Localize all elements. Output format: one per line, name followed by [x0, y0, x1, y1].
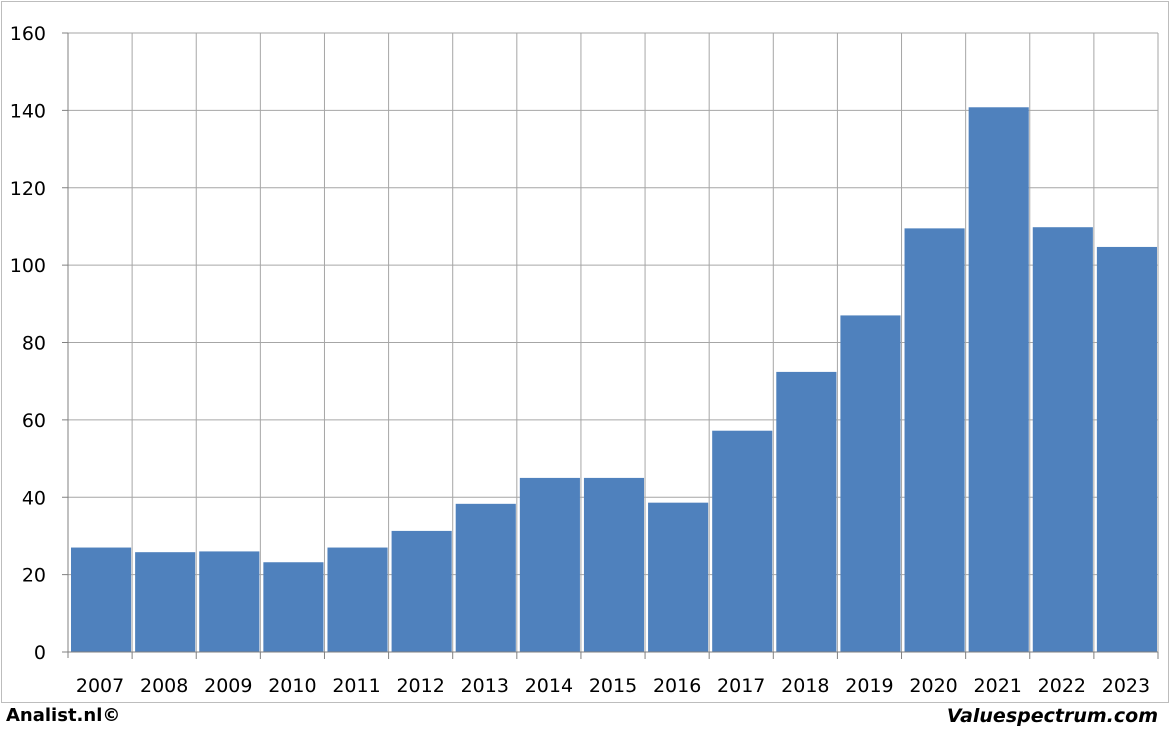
x-tick-label: 2021 [974, 675, 1022, 697]
bar-2017 [712, 430, 773, 652]
x-tick-label: 2023 [1102, 675, 1150, 697]
bar-2019 [840, 315, 901, 652]
y-tick-labels: 0 20 40 60 80 100 120 140 160 [10, 23, 46, 664]
bars [71, 107, 1157, 652]
x-tick-label: 2014 [525, 675, 573, 697]
bar-2009 [199, 551, 260, 652]
x-tick-label: 2010 [268, 675, 316, 697]
y-tick-label: 20 [22, 565, 46, 587]
bar-2022 [1032, 227, 1093, 652]
bar-2008 [135, 552, 196, 652]
bar-2021 [968, 107, 1029, 652]
bar-2012 [391, 530, 452, 652]
bar-2007 [71, 547, 132, 652]
x-tick-label: 2013 [461, 675, 509, 697]
x-tick-label: 2012 [396, 675, 444, 697]
y-tick-label: 160 [10, 23, 46, 45]
bar-2023 [1096, 246, 1157, 652]
bar-2020 [904, 228, 965, 652]
x-tick-label: 2011 [332, 675, 380, 697]
x-tick-label: 2022 [1038, 675, 1086, 697]
y-tick-label: 120 [10, 178, 46, 200]
y-tick-label: 60 [22, 410, 46, 432]
bar-2015 [583, 477, 645, 652]
y-tick-label: 0 [34, 642, 46, 664]
x-tick-label: 2017 [717, 675, 765, 697]
bar-2014 [519, 477, 580, 652]
axes [62, 32, 1159, 659]
x-tick-label: 2016 [653, 675, 701, 697]
valuespectrum-brand: Valuespectrum.com [946, 705, 1158, 727]
y-tick-label: 100 [10, 255, 46, 277]
x-tick-label: 2019 [845, 675, 893, 697]
bar-2018 [776, 371, 837, 652]
x-tick-label: 2020 [909, 675, 957, 697]
bar-2010 [263, 562, 324, 652]
x-tick-label: 2015 [589, 675, 637, 697]
y-tick-label: 140 [10, 100, 46, 122]
x-tick-label: 2009 [204, 675, 252, 697]
bar-2016 [648, 502, 709, 652]
x-tick-label: 2007 [76, 675, 124, 697]
y-tick-label: 80 [22, 333, 46, 355]
y-tick-label: 40 [22, 487, 46, 509]
x-tick-label: 2018 [781, 675, 829, 697]
analist-brand: Analist.nl© [6, 705, 121, 726]
bar-2013 [455, 503, 516, 652]
bar-2011 [327, 547, 388, 652]
x-tick-labels: 2007 2008 2009 2010 2011 2012 2013 2014 2015 2016… [76, 675, 1150, 697]
x-tick-label: 2008 [140, 675, 188, 697]
